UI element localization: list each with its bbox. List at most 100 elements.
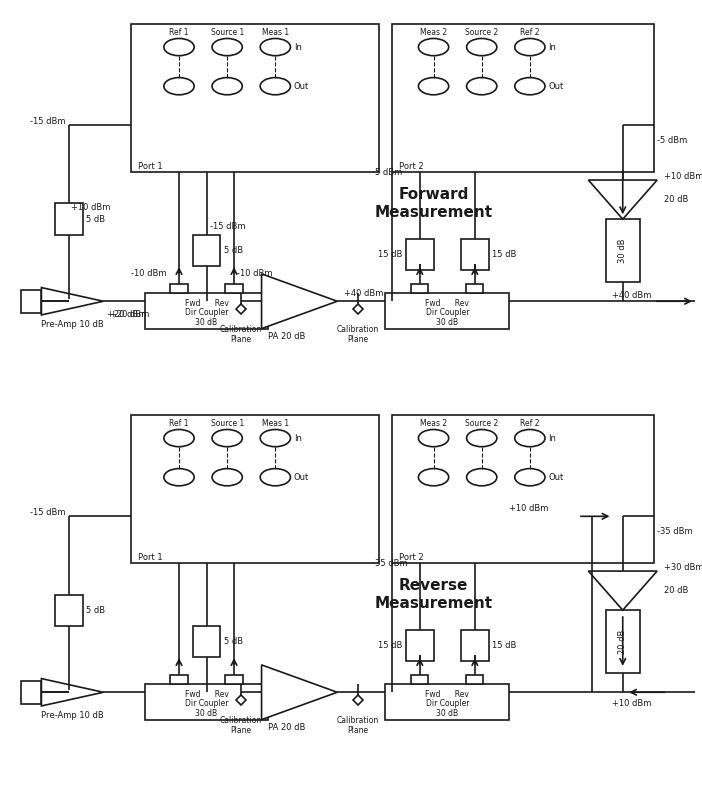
Text: 30 dB: 30 dB [436,709,458,718]
Text: +40 dBm: +40 dBm [344,289,383,298]
Text: 30 dB: 30 dB [195,318,218,327]
Text: Calibration
Plane: Calibration Plane [220,325,262,344]
Bar [406,630,434,661]
Bar [411,674,428,685]
Text: Forward
Measurement: Forward Measurement [374,188,493,219]
Text: -5 dBm: -5 dBm [371,168,402,176]
Bar [225,674,243,685]
Bar [171,283,187,294]
Circle shape [515,468,545,486]
Bar [131,415,378,563]
Text: Port 1: Port 1 [138,162,162,171]
Text: +10 dBm: +10 dBm [612,700,651,709]
Circle shape [212,468,242,486]
Bar [131,24,378,172]
Bar [466,283,484,294]
Text: Source 2: Source 2 [465,419,498,429]
Text: 15 dB: 15 dB [378,250,403,259]
Circle shape [212,429,242,447]
Circle shape [418,38,449,56]
Text: -35 dBm: -35 dBm [371,559,407,567]
Text: -10 dBm: -10 dBm [131,270,166,279]
Text: Ref 1: Ref 1 [169,419,189,429]
Polygon shape [262,274,337,329]
Text: Calibration
Plane: Calibration Plane [220,716,262,735]
Text: Ref 2: Ref 2 [520,419,540,429]
Text: 15 dB: 15 dB [492,641,517,650]
Text: 30 dB: 30 dB [436,318,458,327]
Polygon shape [588,180,657,219]
Text: 30 dB: 30 dB [618,238,628,263]
Bar [145,294,268,329]
Circle shape [515,38,545,56]
Bar [385,685,509,720]
Circle shape [212,38,242,56]
Polygon shape [262,665,337,720]
Text: Ref 2: Ref 2 [520,28,540,38]
Text: Port 2: Port 2 [399,553,424,562]
Text: -35 dBm: -35 dBm [657,527,693,536]
Bar [145,685,268,720]
Text: 30 dB: 30 dB [195,709,218,718]
Text: +10 dBm: +10 dBm [509,504,548,513]
Text: 5 dB: 5 dB [86,606,105,614]
Text: Calibration
Plane: Calibration Plane [337,325,379,344]
Text: PA 20 dB: PA 20 dB [268,332,306,341]
Text: In: In [548,42,556,52]
Text: Fwd      Rev: Fwd Rev [185,298,228,308]
Text: 15 dB: 15 dB [492,250,517,259]
Circle shape [164,468,194,486]
Text: +20 dBm: +20 dBm [110,310,150,319]
Circle shape [418,429,449,447]
Bar [21,290,41,313]
Circle shape [515,77,545,95]
Text: +20 dBm: +20 dBm [107,310,146,319]
Text: Out: Out [548,472,564,482]
Text: In: In [294,42,302,52]
Text: 5 dB: 5 dB [224,246,243,255]
Text: Fwd      Rev: Fwd Rev [425,689,469,699]
Bar [461,630,489,661]
Text: 20 dB: 20 dB [664,586,689,595]
Circle shape [164,38,194,56]
Bar [385,294,509,329]
Text: +10 dBm: +10 dBm [71,203,110,212]
Text: -15 dBm: -15 dBm [30,508,65,517]
Bar [55,595,83,626]
Bar [171,674,187,685]
Circle shape [260,38,291,56]
Text: +40 dBm: +40 dBm [612,291,651,300]
Text: -15 dBm: -15 dBm [30,117,65,126]
Circle shape [467,468,497,486]
Text: Out: Out [548,81,564,91]
Circle shape [515,429,545,447]
Text: 5 dB: 5 dB [224,637,243,646]
Text: Out: Out [294,81,309,91]
Text: Meas 2: Meas 2 [420,28,447,38]
Text: Source 2: Source 2 [465,28,498,38]
Bar [392,415,654,563]
Circle shape [467,429,497,447]
Text: PA 20 dB: PA 20 dB [268,723,306,732]
Bar [411,283,428,294]
Text: +30 dBm: +30 dBm [664,563,702,571]
Text: Fwd      Rev: Fwd Rev [425,298,469,308]
Text: -15 dBm: -15 dBm [210,223,246,231]
Text: Dir Coupler: Dir Coupler [185,699,228,709]
Text: In: In [294,433,302,443]
Text: 15 dB: 15 dB [378,641,403,650]
Text: Out: Out [294,472,309,482]
Bar [606,610,640,673]
Text: Dir Coupler: Dir Coupler [425,699,469,709]
Text: Ref 1: Ref 1 [169,28,189,38]
Text: Fwd      Rev: Fwd Rev [185,689,228,699]
Bar [461,239,489,270]
Text: Meas 2: Meas 2 [420,419,447,429]
Text: 20 dB: 20 dB [664,195,689,204]
Text: Dir Coupler: Dir Coupler [425,308,469,318]
Text: Meas 1: Meas 1 [262,419,289,429]
Text: Pre-Amp 10 dB: Pre-Amp 10 dB [41,711,104,721]
Text: Meas 1: Meas 1 [262,28,289,38]
Text: Port 2: Port 2 [399,162,424,171]
Text: 20 dB: 20 dB [618,630,628,654]
